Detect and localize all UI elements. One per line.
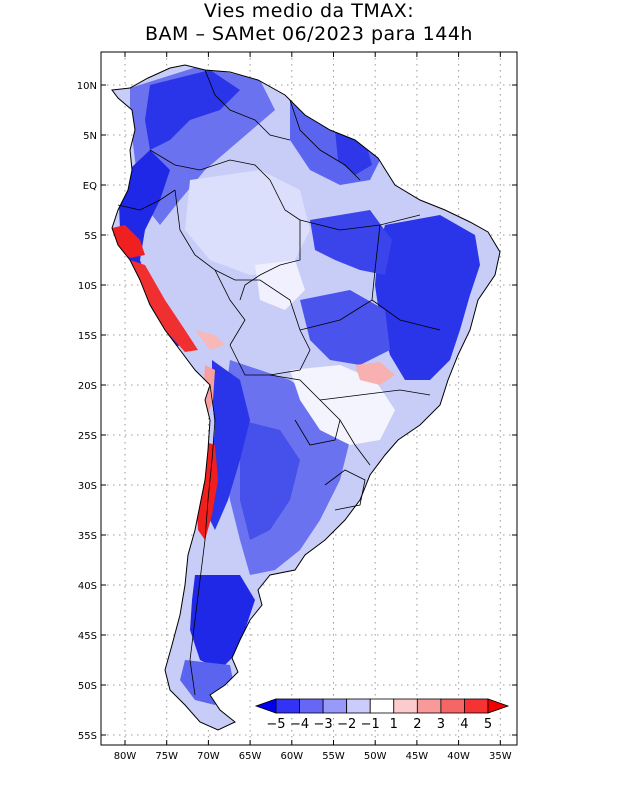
x-tick-label: 45W	[406, 751, 429, 762]
x-tick-label: 70W	[197, 751, 220, 762]
colorbar-label: 5	[484, 717, 492, 732]
white-region-2	[255, 260, 305, 310]
x-tick-label: 75W	[155, 751, 178, 762]
pink-patch-1	[355, 362, 395, 385]
x-tick-label: 80W	[114, 751, 137, 762]
border-brazil-states-1	[299, 214, 421, 231]
colorbar-label: 4	[460, 717, 468, 732]
border-colombia-south	[149, 149, 271, 181]
border-colombia-venezuela	[204, 69, 291, 141]
colorbar-segment	[464, 698, 489, 714]
y-tick-label: 55S	[78, 731, 97, 742]
colorbar-segment	[393, 698, 418, 714]
peru-coast-red	[130, 260, 198, 352]
amazon-pale	[185, 170, 310, 275]
border-brazil-states-4	[319, 389, 431, 401]
north-strong-blue	[145, 70, 240, 150]
border-argentina-chile	[189, 384, 216, 696]
y-tick-label: 25S	[78, 431, 97, 442]
x-tick-label: 35W	[489, 751, 512, 762]
border-brazil-west	[239, 179, 301, 301]
colorbar-arrow-right	[487, 698, 510, 714]
border-ecuador-peru	[117, 189, 176, 211]
northeast-strong-blue	[375, 215, 480, 380]
colorbar-label: −5	[266, 717, 285, 732]
colorbar-label: −3	[314, 717, 333, 732]
y-axis-labels: 10N 5N EQ 5S 10S 15S 20S 25S 30S 35S 40S 45S 50S 55S	[77, 81, 97, 742]
border-brazil-states-3	[299, 299, 373, 331]
y-tick-label: 5S	[84, 231, 97, 242]
y-tick-label: 10N	[77, 81, 97, 92]
title-line-1: Vies medio da TMAX:	[203, 0, 415, 22]
x-tick-label: 65W	[239, 751, 262, 762]
colorbar-segment	[275, 698, 300, 714]
border-argentina-brazil	[339, 419, 371, 466]
andes-strong-blue	[118, 150, 180, 350]
y-tick-label: 10S	[78, 281, 97, 292]
y-tick-label: 40S	[78, 581, 97, 592]
x-tick-label: 60W	[280, 751, 303, 762]
map-title: Vies medio da TMAX: BAM – SAMet 06/2023 …	[0, 0, 618, 46]
x-tick-label: 55W	[322, 751, 345, 762]
colorbar-label: −4	[290, 717, 309, 732]
colorbar-label: −1	[361, 717, 380, 732]
y-tick-label: 30S	[78, 481, 97, 492]
colorbar-segment	[299, 698, 324, 714]
axis-ticks	[101, 52, 517, 745]
y-tick-label: 5N	[83, 131, 97, 142]
colorbar-label: 3	[437, 717, 445, 732]
colorbar-segment	[416, 698, 442, 714]
colorbar-label: 1	[390, 717, 398, 732]
y-tick-label: EQ	[83, 181, 97, 192]
y-tick-label: 20S	[78, 381, 97, 392]
x-axis-labels: 80W 75W 70W 65W 60W 55W 50W 45W 40W 35W	[114, 751, 512, 762]
south-mid-blue	[240, 420, 300, 540]
pink-patch-2	[195, 330, 225, 350]
x-tick-label: 50W	[364, 751, 387, 762]
colorbar: −5 −4 −3 −2 −1 1 2 3 4 5	[254, 698, 510, 732]
colorbar-segment	[346, 698, 371, 714]
white-region-1	[290, 365, 395, 445]
central-blue-2	[300, 290, 390, 365]
border-guianas	[289, 99, 361, 181]
country-borders	[117, 69, 441, 696]
patagonia-strong-blue	[190, 575, 255, 670]
colorbar-segment	[322, 698, 348, 714]
colorbar-segment	[369, 698, 395, 714]
colorbar-segment	[440, 698, 465, 714]
colorbar-label: −2	[337, 717, 356, 732]
colorbar-label: 2	[413, 717, 421, 732]
title-line-2: BAM – SAMet 06/2023 para 144h	[145, 23, 473, 45]
border-bolivia	[214, 269, 311, 376]
y-tick-label: 50S	[78, 681, 97, 692]
y-tick-label: 45S	[78, 631, 97, 642]
y-tick-label: 35S	[78, 531, 97, 542]
y-tick-label: 15S	[78, 331, 97, 342]
x-tick-label: 40W	[447, 751, 470, 762]
border-uruguay	[324, 469, 366, 511]
